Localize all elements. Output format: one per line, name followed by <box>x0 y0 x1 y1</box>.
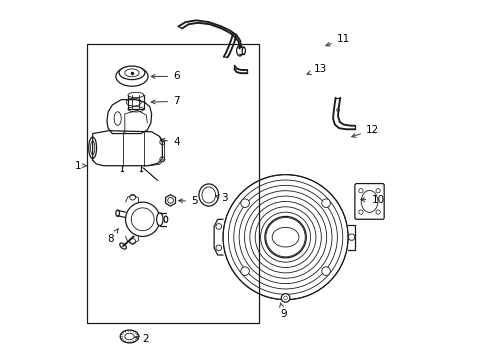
Ellipse shape <box>236 45 243 56</box>
Ellipse shape <box>128 92 143 98</box>
Text: 2: 2 <box>134 334 149 344</box>
Text: 9: 9 <box>279 303 286 319</box>
Text: 10: 10 <box>360 195 384 204</box>
Text: 4: 4 <box>161 138 179 148</box>
Text: 5: 5 <box>178 197 197 206</box>
Circle shape <box>125 202 160 237</box>
Circle shape <box>240 267 249 275</box>
Bar <box>128 95 143 109</box>
Ellipse shape <box>120 330 139 343</box>
Ellipse shape <box>116 210 119 216</box>
Ellipse shape <box>164 216 167 222</box>
Circle shape <box>321 199 330 207</box>
Ellipse shape <box>120 243 126 249</box>
Ellipse shape <box>156 213 163 226</box>
Text: 6: 6 <box>151 71 179 81</box>
Circle shape <box>240 199 249 207</box>
FancyBboxPatch shape <box>354 184 384 219</box>
Text: 3: 3 <box>215 193 227 203</box>
Circle shape <box>281 294 289 302</box>
Ellipse shape <box>199 184 218 206</box>
Text: 13: 13 <box>306 64 327 75</box>
Text: 1: 1 <box>75 161 87 171</box>
Ellipse shape <box>119 66 144 80</box>
Ellipse shape <box>116 67 148 86</box>
Text: 11: 11 <box>325 34 349 46</box>
Circle shape <box>321 267 330 275</box>
Bar <box>87 44 258 323</box>
Text: 12: 12 <box>351 125 378 137</box>
Ellipse shape <box>88 137 97 158</box>
Ellipse shape <box>242 47 245 54</box>
Text: 8: 8 <box>107 229 118 244</box>
Text: 7: 7 <box>151 96 179 107</box>
